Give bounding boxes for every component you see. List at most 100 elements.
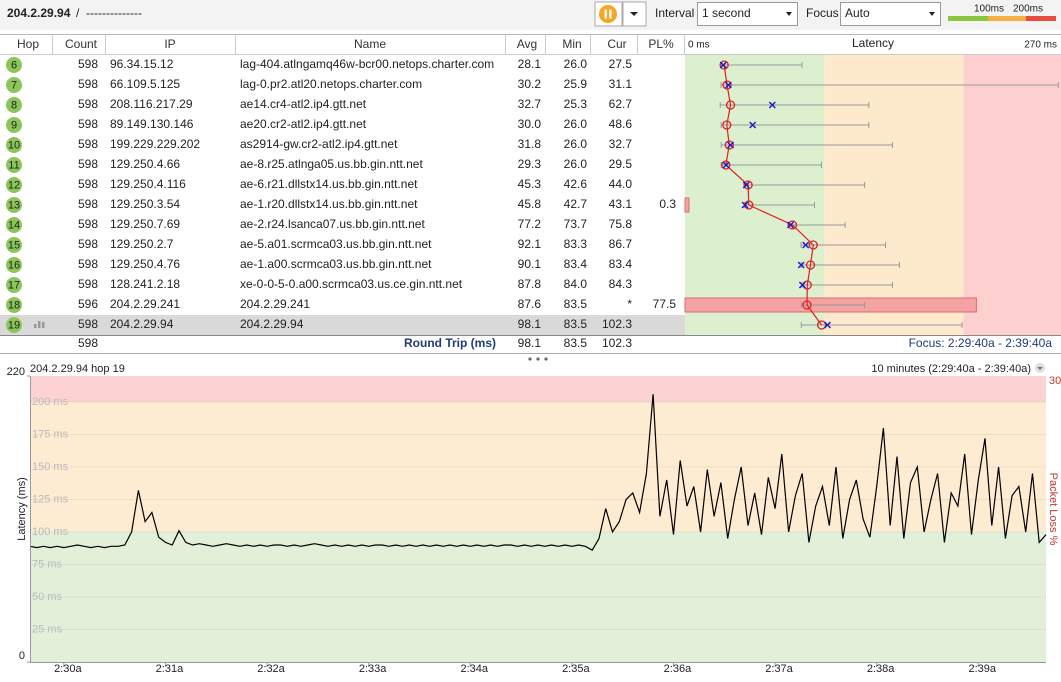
hop-number: 8 [11,99,17,111]
cell-ip: 129.250.2.7 [110,237,174,251]
dropdown-arrow [630,12,638,16]
cell-count: 598 [78,237,98,251]
cell-min: 26.0 [564,157,588,171]
cell-cur: 86.7 [609,237,633,251]
cell-cur: 75.8 [609,217,633,231]
cell-name: xe-0-0-5-0.a00.scrmca03.us.ce.gin.ntt.ne… [240,277,463,291]
avg-marker [816,320,827,330]
hop-number: 14 [8,219,20,231]
column-header: Min [562,37,581,51]
y-tick-label: 100 ms [32,526,69,538]
graph-zone [30,376,1046,402]
hop-number: 13 [8,199,20,211]
avg-marker [805,260,816,270]
y-tick-label: 150 ms [32,461,69,473]
x-tick-label: 2:30a [54,663,82,675]
cur-marker [749,121,757,129]
cell-ip: 129.250.4.66 [110,157,180,171]
cell-ip: 129.250.3.54 [110,197,180,211]
cell-avg: 28.1 [518,57,542,71]
hop-badge [6,257,22,273]
avg-marker [787,220,798,230]
hop-badge [6,97,22,113]
cell-ip: 129.250.4.116 [110,177,186,191]
bar-icon [42,322,45,328]
pause-menu[interactable] [622,1,647,27]
hop-number: 16 [8,259,20,271]
cur-marker [768,101,776,109]
scale-label: 100ms [974,4,1004,15]
cell-name: 204.2.29.94 [240,317,304,331]
column-header: Cur [607,37,626,51]
hop-number: 18 [8,299,20,311]
cell-cur: 102.3 [602,317,632,331]
x-tick-label: 2:38a [867,663,895,675]
cell-name: ae-5.a01.scrmca03.us.bb.gin.ntt.net [240,237,432,251]
hop-number: 7 [11,79,17,91]
cur-marker [724,81,732,89]
avg-marker [725,100,736,110]
cell-cur: 83.4 [609,257,633,271]
hop-badge [6,77,22,93]
cell-name: ae-1.r20.dllstx14.us.bb.gin.ntt.net [240,197,418,211]
cell-ip: 128.241.2.18 [110,277,180,291]
x-tick-label: 2:35a [562,663,590,675]
footer-avg: 98.1 [518,336,542,350]
y-tick-label: 125 ms [32,493,69,505]
interval-select[interactable]: 1 second [697,2,798,26]
cell-min: 26.0 [564,137,588,151]
latency-max-label: 270 ms [1024,40,1057,51]
cur-marker [787,221,795,229]
cell-name: ae20.cr2-atl2.ip4.gtt.net [240,117,367,131]
cell-cur: * [627,297,632,311]
latency-zone [963,55,1061,335]
cell-avg: 92.1 [518,237,542,251]
hop-number: 10 [8,139,20,151]
footer-min: 83.5 [564,336,588,350]
bar-icon [38,321,41,328]
footer-cur: 102.3 [602,336,632,350]
bar-icon [34,324,37,328]
cell-count: 598 [78,257,98,271]
cell-ip: 96.34.15.12 [110,57,174,71]
cell-min: 83.5 [564,317,588,331]
latency-header: Latency [852,36,894,50]
cell-count: 596 [78,297,98,311]
cell-cur: 48.6 [609,117,633,131]
focus-select[interactable]: Auto [840,2,941,26]
cell-count: 598 [78,137,98,151]
y-tick-label: 0 [19,650,25,662]
cell-count: 598 [78,117,98,131]
hop-badge [6,297,22,313]
cell-min: 25.3 [564,97,588,111]
dropdown-arrow [786,12,792,16]
cell-name: ae-1.a00.scrmca03.us.bb.gin.ntt.net [240,257,432,271]
y2-tick-label: 30 [1049,375,1061,387]
hop-badge [6,117,22,133]
focus-value: Auto [845,6,870,20]
pause-button[interactable] [594,1,623,27]
dropdown-arrow [929,12,935,16]
cell-min: 26.0 [564,117,588,131]
avg-marker [719,60,729,70]
cell-count: 598 [78,57,98,71]
cell-pl: 0.3 [659,197,676,211]
column-header: Avg [517,37,537,51]
column-header: IP [164,37,175,51]
x-tick-label: 2:32a [257,663,285,675]
cell-count: 598 [78,277,98,291]
selected-row [0,315,685,335]
footer-focus: Focus: 2:29:40a - 2:39:40a [909,336,1053,350]
cell-count: 598 [78,217,98,231]
cell-ip: 89.149.130.146 [110,117,194,131]
cell-cur: 44.0 [609,177,633,191]
cell-cur: 32.7 [609,137,633,151]
scale-green [948,16,988,21]
hop-number: 11 [8,159,19,171]
hop-badge [6,277,22,293]
avg-marker [743,180,753,190]
hop-number: 15 [8,239,20,251]
hop-badge [6,197,22,213]
splitter-handle[interactable] [528,357,548,361]
